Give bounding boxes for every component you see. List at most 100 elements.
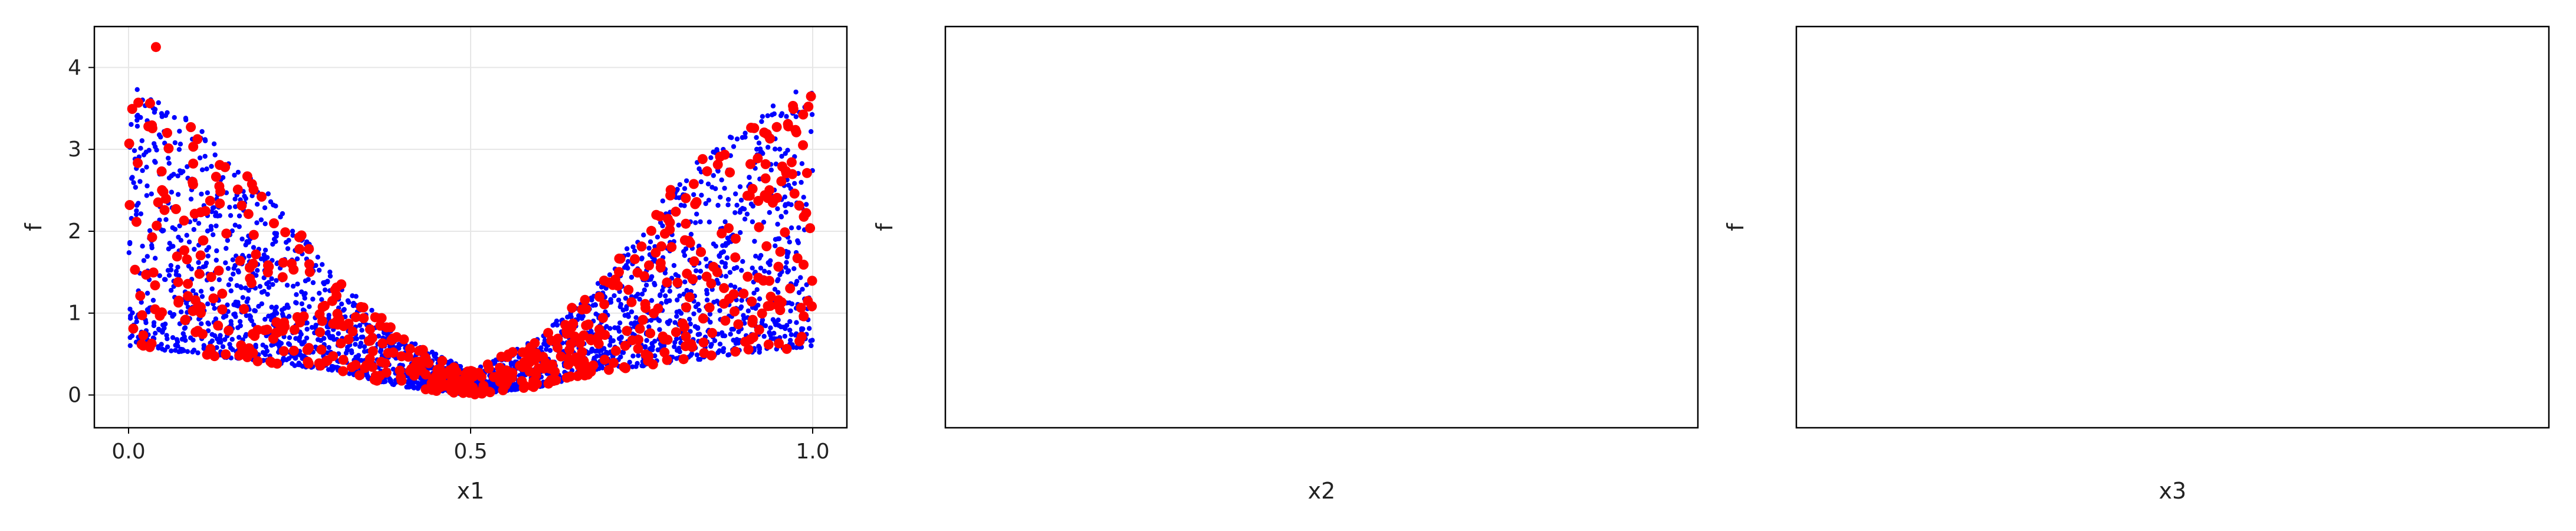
scatter-point-red bbox=[790, 124, 801, 135]
scatter-point-blue bbox=[290, 232, 295, 238]
panel-2-frame bbox=[944, 25, 1699, 429]
scatter-point-blue bbox=[792, 181, 797, 186]
scatter-point-red bbox=[213, 320, 224, 331]
scatter-point-blue bbox=[156, 326, 162, 332]
scatter-point-blue bbox=[703, 256, 709, 262]
scatter-point-blue bbox=[758, 266, 764, 271]
scatter-point-blue bbox=[390, 366, 396, 372]
scatter-point-red bbox=[202, 349, 212, 360]
scatter-point-red bbox=[719, 283, 730, 293]
scatter-point-red bbox=[626, 297, 637, 307]
scatter-point-red bbox=[757, 308, 767, 319]
scatter-point-red bbox=[449, 362, 459, 373]
scatter-point-blue bbox=[773, 146, 778, 152]
scatter-point-red bbox=[548, 376, 558, 386]
scatter-point-blue bbox=[327, 273, 333, 279]
scatter-point-blue bbox=[747, 175, 752, 180]
scatter-point-red bbox=[354, 370, 365, 381]
scatter-point-red bbox=[152, 221, 162, 231]
scatter-point-blue bbox=[134, 87, 140, 92]
scatter-point-blue bbox=[156, 345, 161, 351]
scatter-point-red bbox=[665, 217, 675, 228]
scatter-point-blue bbox=[754, 135, 759, 140]
scatter-point-blue bbox=[156, 132, 162, 137]
scatter-point-red bbox=[799, 311, 809, 322]
scatter-point-blue bbox=[723, 274, 729, 279]
scatter-point-red bbox=[648, 359, 658, 370]
scatter-point-blue bbox=[682, 279, 688, 284]
scatter-point-blue bbox=[643, 344, 648, 349]
scatter-point-blue bbox=[189, 266, 194, 271]
scatter-point-blue bbox=[580, 313, 586, 319]
scatter-point-red bbox=[137, 310, 147, 320]
scatter-point-blue bbox=[636, 353, 641, 358]
scatter-point-blue bbox=[739, 297, 744, 303]
scatter-point-blue bbox=[809, 112, 815, 117]
scatter-point-blue bbox=[757, 255, 762, 261]
scatter-point-blue bbox=[698, 219, 703, 225]
scatter-point-blue bbox=[160, 346, 165, 352]
scatter-point-blue bbox=[801, 195, 806, 200]
scatter-point-red bbox=[135, 290, 146, 301]
scatter-point-blue bbox=[711, 173, 717, 178]
scatter-point-red bbox=[138, 330, 149, 340]
scatter-point-blue bbox=[166, 155, 171, 161]
scatter-point-blue bbox=[205, 228, 211, 234]
scatter-point-red bbox=[761, 129, 772, 139]
scatter-point-blue bbox=[163, 217, 169, 222]
scatter-point-red bbox=[773, 261, 784, 272]
scatter-point-blue bbox=[508, 362, 514, 367]
scatter-point-blue bbox=[259, 290, 265, 295]
scatter-point-blue bbox=[765, 260, 771, 266]
scatter-point-blue bbox=[163, 113, 169, 118]
scatter-point-blue bbox=[179, 349, 184, 354]
scatter-point-blue bbox=[247, 313, 252, 319]
scatter-point-red bbox=[701, 271, 712, 282]
scatter-point-red bbox=[327, 296, 337, 306]
scatter-point-red bbox=[304, 259, 314, 270]
scatter-point-blue bbox=[799, 326, 804, 332]
scatter-point-red bbox=[435, 382, 446, 392]
scatter-point-blue bbox=[216, 277, 222, 283]
scatter-point-red bbox=[221, 349, 231, 360]
scatter-point-red bbox=[678, 354, 689, 365]
scatter-point-blue bbox=[682, 186, 688, 191]
scatter-point-red bbox=[428, 374, 438, 385]
scatter-point-blue bbox=[720, 243, 725, 248]
scatter-point-red bbox=[498, 369, 508, 379]
scatter-point-red bbox=[633, 335, 643, 345]
scatter-point-blue bbox=[734, 265, 740, 270]
scatter-point-red bbox=[712, 159, 723, 170]
scatter-point-blue bbox=[211, 141, 217, 146]
scatter-point-blue bbox=[231, 271, 236, 277]
scatter-point-blue bbox=[662, 270, 668, 276]
scatter-point-blue bbox=[359, 327, 364, 333]
panel-1-x-ticks: 0.0 0.5 1.0 bbox=[111, 428, 830, 464]
scatter-point-blue bbox=[677, 182, 682, 188]
scatter-point-blue bbox=[416, 381, 421, 386]
scatter-point-blue bbox=[144, 183, 150, 189]
scatter-point-blue bbox=[209, 338, 215, 343]
scatter-point-blue bbox=[639, 363, 645, 369]
scatter-point-blue bbox=[139, 138, 144, 143]
scatter-point-blue bbox=[512, 382, 518, 387]
scatter-point-red bbox=[173, 296, 184, 306]
scatter-point-red bbox=[198, 235, 208, 246]
scatter-point-red bbox=[573, 371, 583, 381]
scatter-point-blue bbox=[660, 288, 665, 293]
scatter-point-blue bbox=[196, 260, 201, 266]
scatter-point-red bbox=[702, 166, 712, 176]
scatter-point-blue bbox=[242, 194, 247, 199]
scatter-point-blue bbox=[675, 186, 680, 192]
scatter-point-red bbox=[474, 368, 484, 378]
scatter-point-blue bbox=[682, 203, 687, 208]
scatter-point-blue bbox=[214, 345, 219, 350]
scatter-point-blue bbox=[157, 273, 162, 278]
scatter-point-blue bbox=[725, 202, 731, 208]
scatter-point-blue bbox=[209, 209, 215, 214]
scatter-point-blue bbox=[138, 211, 144, 217]
scatter-point-red bbox=[771, 122, 782, 132]
scatter-point-red bbox=[405, 343, 415, 354]
scatter-point-blue bbox=[759, 119, 764, 124]
scatter-point-blue bbox=[149, 245, 155, 251]
